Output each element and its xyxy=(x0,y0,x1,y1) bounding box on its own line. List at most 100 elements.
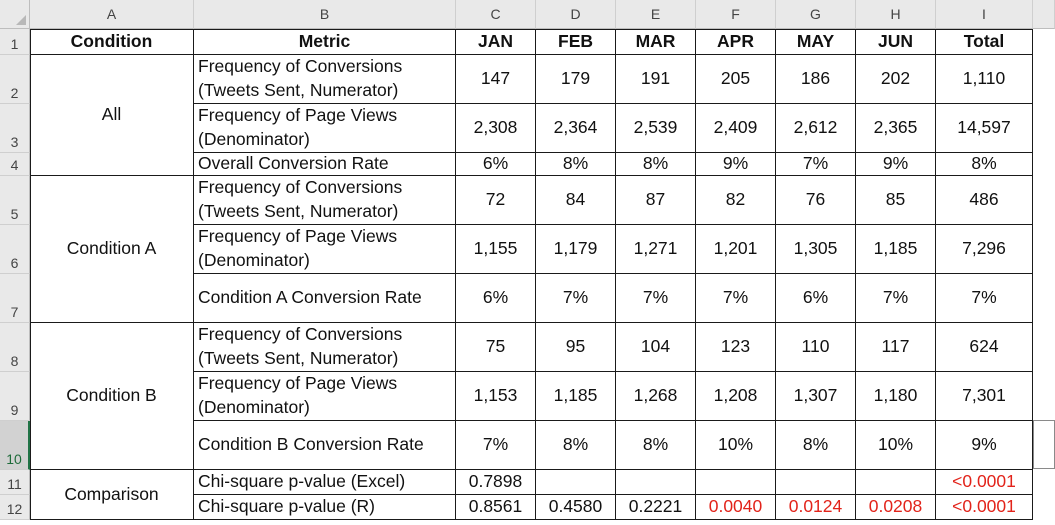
value-cell[interactable]: 7% xyxy=(856,274,936,323)
value-cell[interactable]: 76 xyxy=(776,176,856,225)
value-cell[interactable]: 179 xyxy=(536,55,616,104)
header-condition[interactable]: Condition xyxy=(30,29,194,55)
value-cell[interactable]: 8% xyxy=(616,421,696,470)
row-header-11[interactable]: 11 xyxy=(0,470,30,495)
value-cell[interactable]: 2,365 xyxy=(856,104,936,153)
row-header-9[interactable]: 9 xyxy=(0,372,30,421)
total-cell[interactable]: <0.0001 xyxy=(936,470,1033,495)
value-cell[interactable]: 9% xyxy=(696,153,776,176)
value-cell[interactable]: 2,409 xyxy=(696,104,776,153)
value-cell[interactable]: 8% xyxy=(616,153,696,176)
column-header-d[interactable]: D xyxy=(536,0,616,29)
value-cell[interactable]: 104 xyxy=(616,323,696,372)
metric-cell[interactable]: Condition B Conversion Rate xyxy=(194,421,456,470)
column-header-i[interactable]: I xyxy=(936,0,1033,29)
column-header-b[interactable]: B xyxy=(194,0,456,29)
total-cell[interactable]: 486 xyxy=(936,176,1033,225)
value-cell[interactable]: 0.7898 xyxy=(456,470,536,495)
value-cell[interactable] xyxy=(696,470,776,495)
row-header-8[interactable]: 8 xyxy=(0,323,30,372)
value-cell[interactable]: 0.0124 xyxy=(776,495,856,520)
value-cell[interactable]: 0.2221 xyxy=(616,495,696,520)
value-cell[interactable]: 117 xyxy=(856,323,936,372)
total-cell[interactable]: <0.0001 xyxy=(936,495,1033,520)
value-cell[interactable]: 2,308 xyxy=(456,104,536,153)
value-cell[interactable]: 2,364 xyxy=(536,104,616,153)
value-cell[interactable]: 72 xyxy=(456,176,536,225)
value-cell[interactable]: 1,185 xyxy=(536,372,616,421)
value-cell[interactable]: 10% xyxy=(696,421,776,470)
row-header-3[interactable]: 3 xyxy=(0,104,30,153)
metric-cell[interactable]: Condition A Conversion Rate xyxy=(194,274,456,323)
column-header-e[interactable]: E xyxy=(616,0,696,29)
value-cell[interactable]: 1,208 xyxy=(696,372,776,421)
total-cell[interactable]: 7% xyxy=(936,274,1033,323)
condition-a[interactable]: Condition A xyxy=(30,176,194,323)
value-cell[interactable]: 1,185 xyxy=(856,225,936,274)
row-header-10[interactable]: 10 xyxy=(0,421,30,470)
total-cell[interactable]: 7,296 xyxy=(936,225,1033,274)
value-cell[interactable]: 1,153 xyxy=(456,372,536,421)
total-cell[interactable]: 7,301 xyxy=(936,372,1033,421)
value-cell[interactable]: 75 xyxy=(456,323,536,372)
value-cell[interactable]: 1,180 xyxy=(856,372,936,421)
total-cell[interactable]: 8% xyxy=(936,153,1033,176)
value-cell[interactable]: 1,201 xyxy=(696,225,776,274)
header-jan[interactable]: JAN xyxy=(456,29,536,55)
header-apr[interactable]: APR xyxy=(696,29,776,55)
value-cell[interactable] xyxy=(776,470,856,495)
metric-cell[interactable]: Frequency of Conversions (Tweets Sent, N… xyxy=(194,176,456,225)
value-cell[interactable]: 10% xyxy=(856,421,936,470)
total-cell[interactable]: 14,597 xyxy=(936,104,1033,153)
condition-b[interactable]: Condition B xyxy=(30,323,194,470)
column-header-j[interactable] xyxy=(1033,0,1055,29)
value-cell[interactable]: 2,612 xyxy=(776,104,856,153)
value-cell[interactable]: 0.0040 xyxy=(696,495,776,520)
value-cell[interactable]: 85 xyxy=(856,176,936,225)
header-feb[interactable]: FEB xyxy=(536,29,616,55)
value-cell[interactable]: 8% xyxy=(536,153,616,176)
select-all-corner[interactable] xyxy=(0,0,30,29)
value-cell[interactable]: 0.4580 xyxy=(536,495,616,520)
value-cell[interactable]: 7% xyxy=(776,153,856,176)
value-cell[interactable]: 87 xyxy=(616,176,696,225)
value-cell[interactable] xyxy=(536,470,616,495)
value-cell[interactable] xyxy=(616,470,696,495)
value-cell[interactable]: 7% xyxy=(456,421,536,470)
value-cell[interactable]: 205 xyxy=(696,55,776,104)
value-cell[interactable]: 0.8561 xyxy=(456,495,536,520)
header-may[interactable]: MAY xyxy=(776,29,856,55)
metric-cell[interactable]: Frequency of Page Views (Denominator) xyxy=(194,104,456,153)
value-cell[interactable]: 95 xyxy=(536,323,616,372)
value-cell[interactable]: 9% xyxy=(856,153,936,176)
condition-comparison[interactable]: Comparison xyxy=(30,470,194,520)
row-header-1[interactable]: 1 xyxy=(0,29,30,55)
header-total[interactable]: Total xyxy=(936,29,1033,55)
column-header-g[interactable]: G xyxy=(776,0,856,29)
value-cell[interactable]: 8% xyxy=(776,421,856,470)
value-cell[interactable]: 147 xyxy=(456,55,536,104)
header-mar[interactable]: MAR xyxy=(616,29,696,55)
value-cell[interactable]: 202 xyxy=(856,55,936,104)
header-metric[interactable]: Metric xyxy=(194,29,456,55)
value-cell[interactable]: 191 xyxy=(616,55,696,104)
row-header-12[interactable]: 12 xyxy=(0,495,30,520)
header-jun[interactable]: JUN xyxy=(856,29,936,55)
value-cell[interactable]: 1,268 xyxy=(616,372,696,421)
metric-cell[interactable]: Overall Conversion Rate xyxy=(194,153,456,176)
value-cell[interactable]: 0.0208 xyxy=(856,495,936,520)
value-cell[interactable]: 84 xyxy=(536,176,616,225)
total-cell[interactable]: 1,110 xyxy=(936,55,1033,104)
value-cell[interactable]: 8% xyxy=(536,421,616,470)
value-cell[interactable]: 7% xyxy=(616,274,696,323)
value-cell[interactable]: 1,271 xyxy=(616,225,696,274)
column-header-h[interactable]: H xyxy=(856,0,936,29)
column-header-f[interactable]: F xyxy=(696,0,776,29)
metric-cell[interactable]: Frequency of Page Views (Denominator) xyxy=(194,225,456,274)
value-cell[interactable]: 7% xyxy=(696,274,776,323)
value-cell[interactable]: 1,305 xyxy=(776,225,856,274)
value-cell[interactable]: 110 xyxy=(776,323,856,372)
column-header-c[interactable]: C xyxy=(456,0,536,29)
metric-cell[interactable]: Frequency of Conversions (Tweets Sent, N… xyxy=(194,55,456,104)
metric-cell[interactable]: Chi-square p-value (R) xyxy=(194,495,456,520)
